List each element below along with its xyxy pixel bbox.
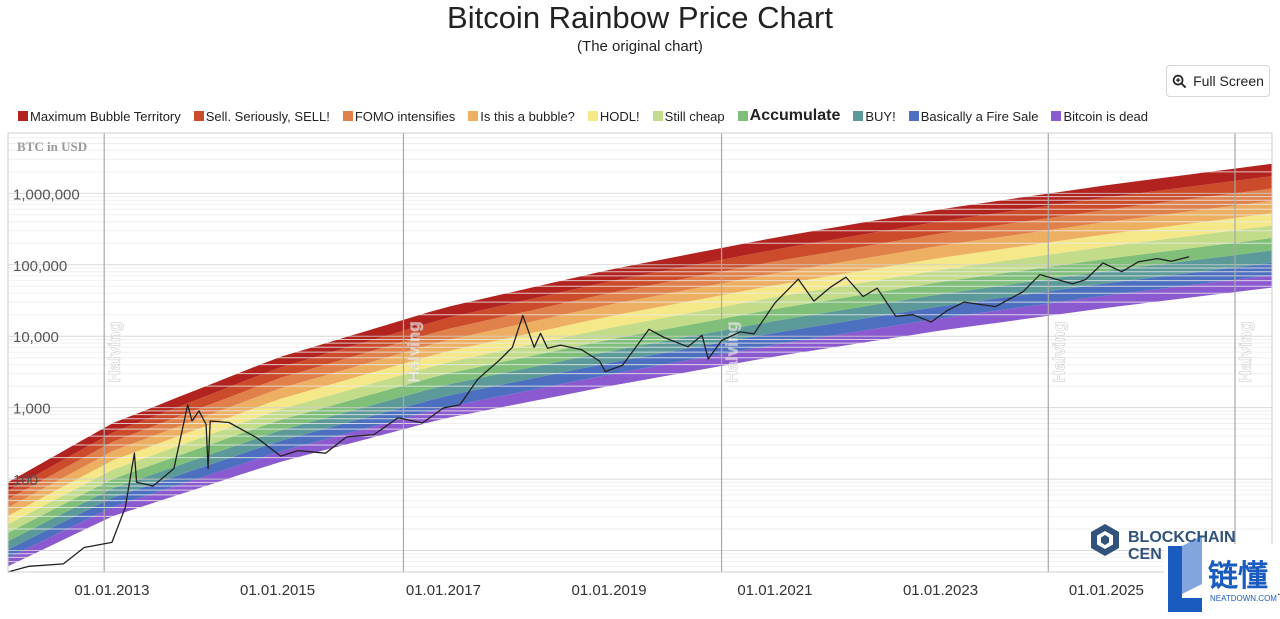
legend-label: HODL! — [599, 108, 640, 124]
x-tick-label: 01.01.2015 — [240, 582, 315, 599]
legend-item[interactable]: Bitcoin is dead — [1051, 109, 1148, 124]
legend-label: Accumulate — [749, 107, 841, 124]
y-tick-label: 100 — [13, 472, 38, 489]
x-tick-label: 01.01.2019 — [571, 582, 646, 599]
y-tick-label: 1,000 — [13, 401, 51, 418]
legend-swatch — [737, 111, 748, 121]
legend-label: Maximum Bubble Territory — [30, 108, 181, 124]
legend-label: Basically a Fire Sale — [920, 108, 1039, 124]
legend-swatch — [853, 111, 864, 121]
legend-item[interactable]: HODL! — [587, 108, 640, 124]
y-axis-title: BTC in USD — [17, 139, 87, 154]
legend-swatch — [652, 111, 663, 121]
halving-label: Halving — [404, 321, 423, 382]
zoom-icon — [1172, 74, 1187, 88]
neatdown-logo-icon — [1168, 536, 1202, 612]
legend-label: BUY! — [865, 108, 896, 124]
legend-item[interactable]: Sell. Seriously, SELL! — [193, 108, 330, 124]
full-screen-label: Full Screen — [1193, 73, 1264, 89]
legend-swatch — [587, 111, 598, 121]
x-tick-label: 01.01.2023 — [903, 582, 978, 599]
halving-label: Halving — [105, 321, 124, 382]
x-tick-label: 01.01.2025 — [1069, 582, 1144, 599]
x-tick-label: 01.01.2021 — [737, 582, 812, 599]
legend-item[interactable]: Maximum Bubble Territory — [18, 109, 181, 124]
x-tick-label: 01.01.2013 — [74, 582, 149, 599]
legend-label: FOMO intensifies — [354, 108, 456, 124]
legend-item[interactable]: Is this a bubble? — [468, 109, 575, 124]
y-tick-label: 10,000 — [13, 329, 59, 346]
chart-subtitle: (The original chart) — [577, 38, 703, 55]
halving-label: Halving — [1049, 321, 1068, 382]
full-screen-button[interactable]: Full Screen — [1166, 65, 1270, 97]
halving-lines: Halving Halving Halving Halving Halving — [103, 133, 1255, 572]
legend-swatch — [18, 111, 28, 121]
brand-name-line1: BLOCKCHAIN — [1128, 529, 1236, 546]
brand-cn-site: NEATDOWN.COM — [1210, 594, 1277, 603]
y-tick-label: 1,000,000 — [13, 186, 80, 203]
legend-swatch — [342, 111, 353, 121]
legend-item[interactable]: Still cheap — [652, 108, 725, 124]
legend-swatch — [908, 111, 919, 121]
legend-item[interactable]: Basically a Fire Sale — [908, 108, 1039, 124]
chart-legend: Maximum Bubble Territory Sell. Seriously,… — [18, 107, 1161, 125]
legend-label: Is this a bubble? — [480, 108, 575, 124]
price-series — [7, 256, 1190, 573]
halving-label: Halving — [1236, 321, 1255, 382]
legend-label: Bitcoin is dead — [1063, 108, 1149, 124]
plot-frame — [7, 132, 1273, 573]
legend-item[interactable]: Accumulate — [737, 107, 841, 125]
brand-name-line2: CEN — [1128, 546, 1162, 563]
legend-label: Sell. Seriously, SELL! — [205, 108, 330, 124]
brand-watermark: BLOCKCHAIN CEN 链懂 NEATDOWN.COM — [1088, 522, 1278, 619]
halving-label: Halving — [723, 321, 742, 382]
x-tick-label: 01.01.2017 — [406, 582, 481, 599]
legend-swatch — [193, 111, 204, 121]
blockchain-center-logo-icon — [1091, 524, 1119, 556]
legend-item[interactable]: FOMO intensifies — [342, 108, 456, 124]
y-tick-label: 100,000 — [13, 258, 67, 275]
legend-swatch — [468, 111, 479, 121]
price-line — [7, 256, 1190, 573]
legend-label: Still cheap — [664, 108, 725, 124]
gridlines — [8, 132, 1272, 573]
legend-item[interactable]: BUY! — [853, 108, 896, 124]
legend-swatch — [1051, 111, 1062, 121]
chart-title: Bitcoin Rainbow Price Chart — [447, 0, 833, 35]
brand-cn-text: 链懂 — [1208, 559, 1268, 594]
